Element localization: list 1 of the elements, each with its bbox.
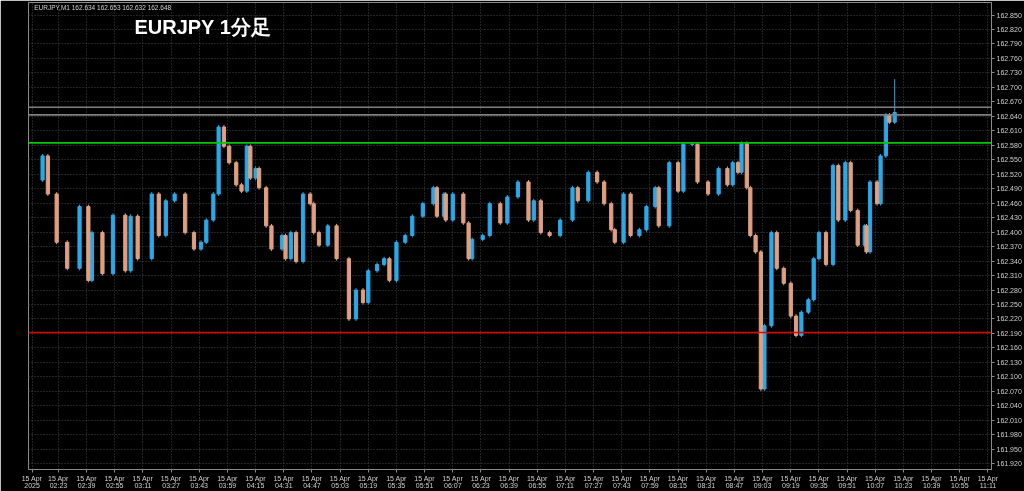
text: EURJPY 1分足: [134, 15, 271, 38]
